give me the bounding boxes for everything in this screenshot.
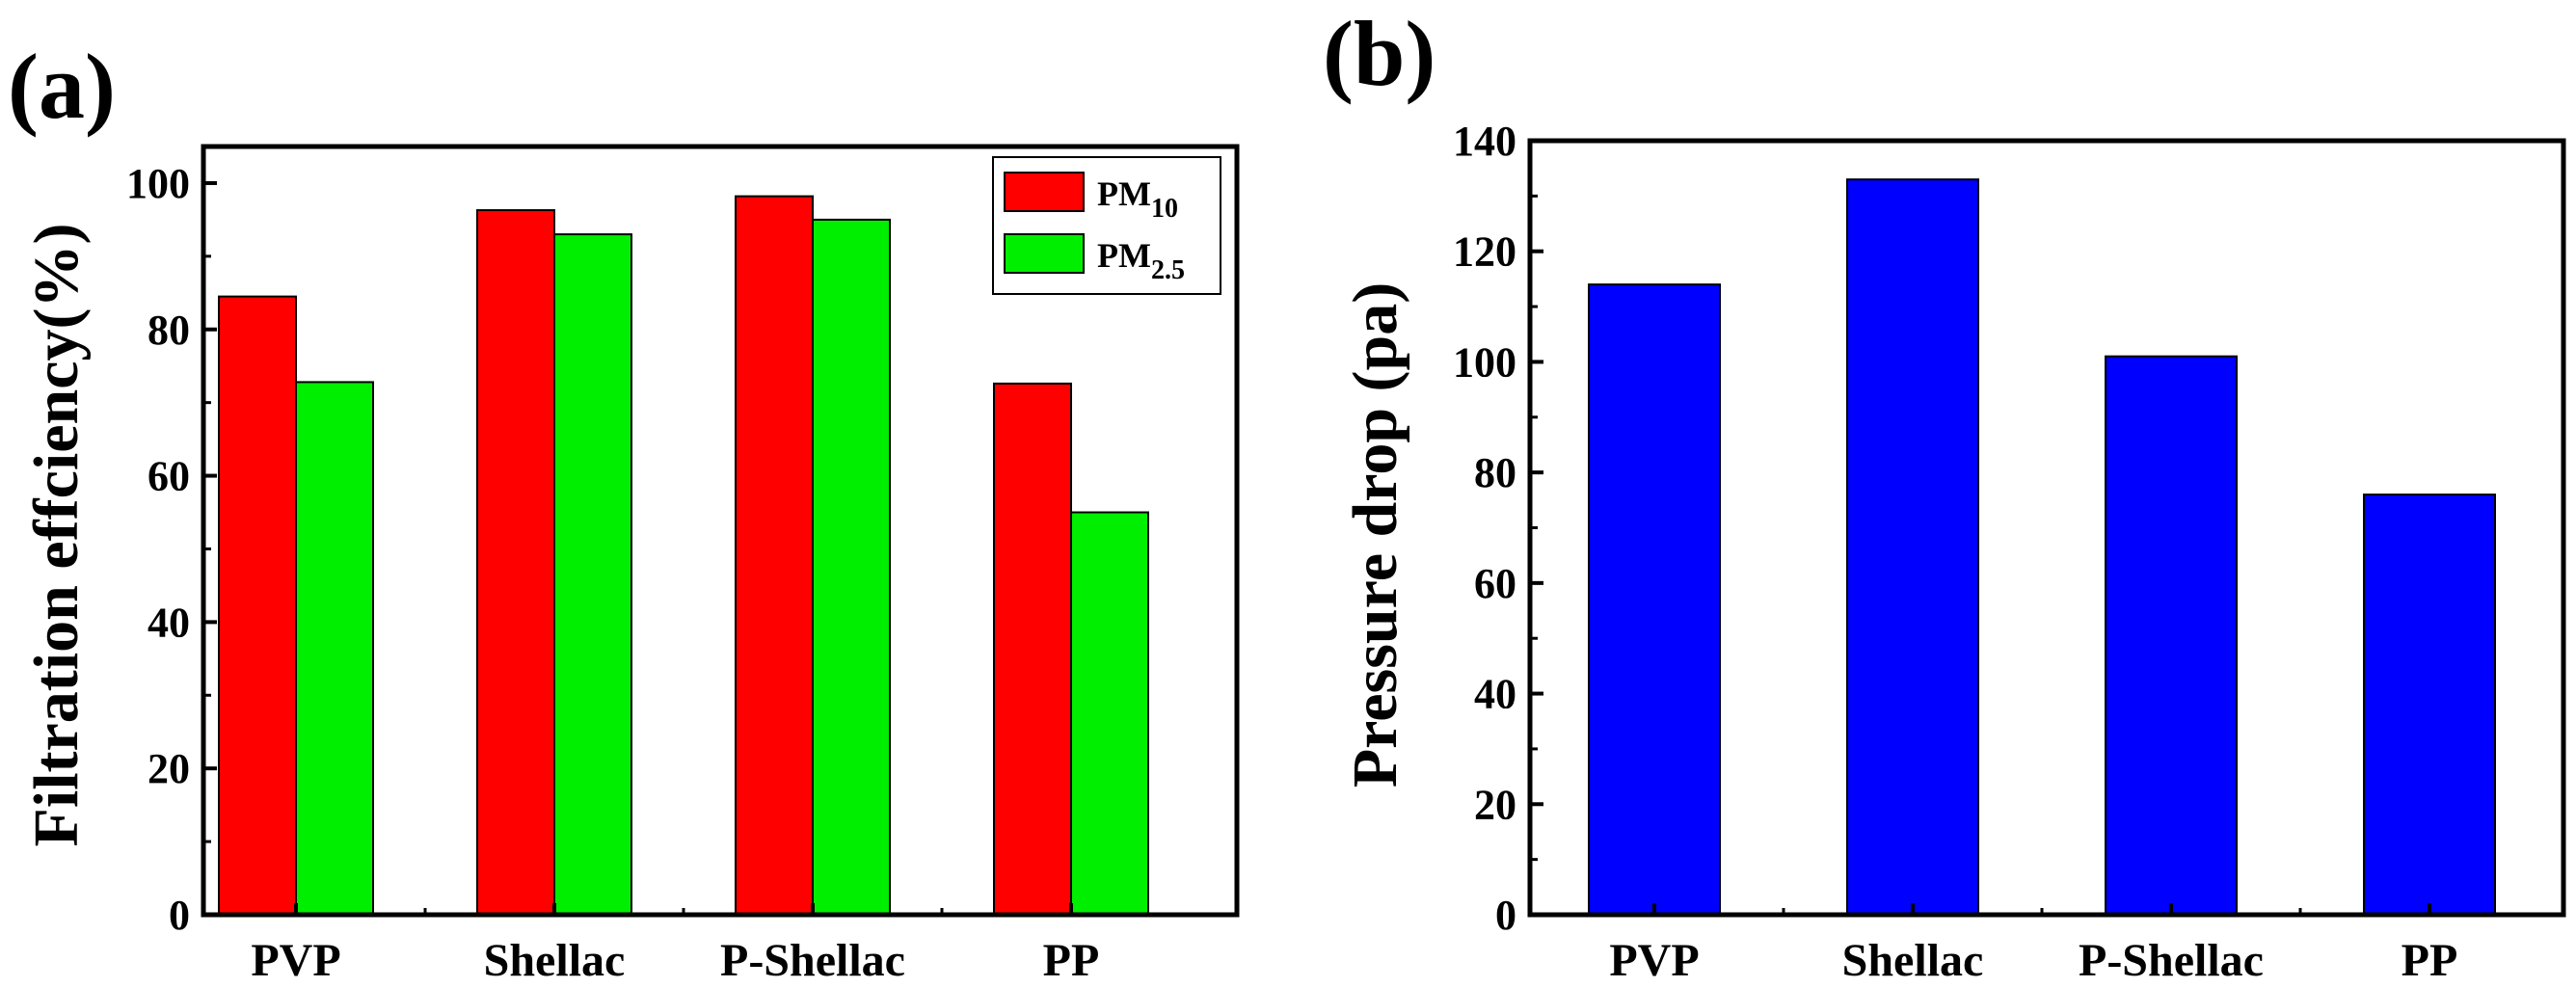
x-axis-a: PVP Shellac P-Shellac PP [251,903,1099,986]
bar-a-pp-s1 [1070,511,1149,916]
y-tick-label-b: 80 [1474,449,1516,496]
panel-a: (a) Filtration effciency(%) 0 20 40 60 80 100… [8,35,1240,986]
bar-a-p-shellac-s1 [812,218,891,916]
y-tick-label-a: 20 [148,745,190,792]
x-tick-label-b: PVP [1609,935,1699,986]
x-tick-label-a: P-Shellac [720,935,905,986]
bar-a-shellac-s1 [553,233,632,917]
y-tick-label-b: 100 [1453,338,1516,386]
y-tick-label-b: 120 [1453,228,1516,276]
bar-b-p-shellac-s0 [2105,355,2238,916]
panel-b: (b) Pressure drop (pa) 0 20 40 60 80 100 120 14… [1323,2,2566,986]
y-tick-label-a: 0 [169,892,190,939]
legend-swatch-a-s1 [1004,233,1085,274]
bar-b-pp-s0 [2363,494,2496,916]
y-axis-a: 0 20 40 60 80 100 [126,160,217,939]
y-tick-label-a: 80 [148,307,190,354]
plot-frame-a [201,144,1240,918]
y-tick-label-a: 100 [126,160,190,207]
y-tick-label-a: 60 [148,453,190,500]
legend-swatch-a-s0 [1004,172,1085,212]
y-tick-label-a: 40 [148,599,190,646]
panel-label-b: (b) [1323,2,1436,105]
y-tick-label-b: 140 [1453,118,1516,165]
bar-a-pvp-s0 [218,295,297,917]
x-tick-label-b: P-Shellac [2079,935,2264,986]
x-axis-b: PVP Shellac P-Shellac PP [1609,903,2457,986]
bar-a-shellac-s0 [476,209,555,916]
x-tick-label-b: Shellac [1842,935,1984,986]
bar-a-p-shellac-s0 [735,195,814,916]
bars-b [1588,178,2496,916]
x-tick-label-b: PP [2402,935,2458,986]
x-tick-label-a: PVP [251,935,340,986]
y-tick-label-b: 60 [1474,560,1516,607]
bar-b-pvp-s0 [1588,283,1721,916]
panel-label-a: (a) [8,35,116,138]
y-tick-label-b: 40 [1474,671,1516,718]
bar-a-pvp-s1 [295,381,374,916]
y-tick-label-b: 20 [1474,781,1516,828]
x-tick-label-a: PP [1043,935,1100,986]
x-tick-label-a: Shellac [484,935,626,986]
y-axis-label-b: Pressure drop (pa) [1340,282,1410,788]
y-axis-label-a: Filtration effciency(%) [21,224,92,847]
bar-a-pp-s0 [993,382,1072,916]
bar-b-shellac-s0 [1846,178,1979,916]
bars-a [218,195,1149,917]
y-tick-label-b: 0 [1495,892,1516,939]
y-axis-b: 0 20 40 60 80 100 120 140 [1453,118,1543,939]
